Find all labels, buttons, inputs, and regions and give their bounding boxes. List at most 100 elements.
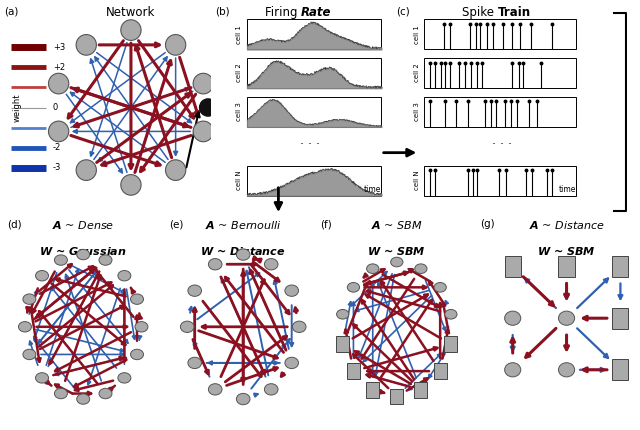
Ellipse shape: [180, 321, 194, 332]
Text: cell 1: cell 1: [236, 25, 242, 44]
Text: (d): (d): [6, 219, 21, 229]
FancyBboxPatch shape: [390, 389, 403, 404]
Ellipse shape: [445, 310, 457, 319]
Ellipse shape: [54, 388, 67, 399]
Ellipse shape: [504, 311, 521, 326]
FancyBboxPatch shape: [414, 382, 428, 398]
Ellipse shape: [559, 311, 575, 326]
Text: $\bfit{W}$ ~ Distance: $\bfit{W}$ ~ Distance: [200, 245, 286, 257]
Text: $\bfit{W}$ ~ SBM: $\bfit{W}$ ~ SBM: [367, 245, 426, 257]
Ellipse shape: [77, 394, 90, 404]
Ellipse shape: [118, 270, 131, 281]
Ellipse shape: [390, 257, 403, 267]
Ellipse shape: [209, 258, 222, 270]
FancyBboxPatch shape: [559, 256, 575, 277]
Ellipse shape: [118, 373, 131, 383]
Text: cell N: cell N: [236, 171, 242, 190]
Text: Network: Network: [106, 6, 156, 19]
Text: -2: -2: [53, 143, 61, 152]
Text: cell 1: cell 1: [413, 25, 420, 44]
Text: 0: 0: [53, 103, 58, 112]
Ellipse shape: [131, 294, 143, 304]
Bar: [247, 166, 381, 196]
Ellipse shape: [36, 270, 49, 281]
Bar: [247, 19, 381, 49]
Ellipse shape: [559, 363, 575, 377]
Ellipse shape: [188, 357, 202, 369]
Text: Firing: Firing: [264, 6, 301, 19]
Ellipse shape: [77, 249, 90, 260]
Ellipse shape: [99, 388, 112, 399]
Ellipse shape: [23, 294, 36, 304]
Text: cell 3: cell 3: [236, 102, 242, 121]
FancyBboxPatch shape: [434, 363, 447, 379]
Circle shape: [49, 73, 68, 94]
Text: Spike: Spike: [462, 6, 498, 19]
Text: · · ·: · · ·: [300, 138, 320, 150]
Circle shape: [76, 34, 97, 55]
Ellipse shape: [264, 384, 278, 395]
Text: · · ·: · · ·: [492, 138, 513, 150]
FancyBboxPatch shape: [612, 359, 628, 381]
Ellipse shape: [236, 393, 250, 405]
Text: cell 2: cell 2: [236, 64, 242, 83]
Text: cell 3: cell 3: [413, 102, 420, 121]
Ellipse shape: [367, 264, 379, 273]
Text: (f): (f): [320, 219, 332, 229]
Bar: [424, 97, 577, 127]
Circle shape: [166, 160, 186, 181]
Text: Train: Train: [498, 6, 531, 19]
Text: +1: +1: [53, 83, 65, 92]
Text: (b): (b): [215, 6, 229, 16]
Circle shape: [121, 175, 141, 195]
Text: cell N: cell N: [413, 171, 420, 190]
Text: (g): (g): [480, 219, 495, 229]
Circle shape: [121, 20, 141, 40]
Circle shape: [76, 160, 97, 181]
Bar: [424, 19, 577, 49]
Ellipse shape: [236, 249, 250, 260]
Text: +2: +2: [53, 63, 65, 72]
Ellipse shape: [54, 255, 67, 265]
Text: -1: -1: [53, 123, 61, 132]
Ellipse shape: [264, 258, 278, 270]
FancyBboxPatch shape: [366, 382, 380, 398]
Ellipse shape: [348, 283, 360, 292]
FancyBboxPatch shape: [347, 363, 360, 379]
Ellipse shape: [285, 285, 298, 296]
FancyBboxPatch shape: [612, 256, 628, 277]
Bar: [247, 97, 381, 127]
Ellipse shape: [36, 373, 49, 383]
Text: $\bfit{A}$ ~ Distance: $\bfit{A}$ ~ Distance: [529, 219, 605, 231]
Ellipse shape: [292, 321, 306, 332]
Ellipse shape: [131, 349, 143, 359]
Bar: [424, 58, 577, 88]
Ellipse shape: [99, 255, 112, 265]
Ellipse shape: [415, 264, 427, 273]
FancyBboxPatch shape: [612, 307, 628, 329]
Text: $\bfit{A}$ ~ Dense: $\bfit{A}$ ~ Dense: [52, 219, 115, 231]
Text: (c): (c): [396, 6, 410, 16]
Ellipse shape: [434, 283, 446, 292]
Ellipse shape: [135, 322, 148, 332]
Bar: [247, 58, 381, 88]
Ellipse shape: [23, 349, 36, 359]
Text: (a): (a): [4, 6, 19, 16]
FancyBboxPatch shape: [336, 336, 349, 352]
Text: $\bfit{A}$ ~ SBM: $\bfit{A}$ ~ SBM: [371, 219, 422, 231]
Circle shape: [200, 99, 216, 116]
Circle shape: [49, 121, 68, 142]
Text: time: time: [559, 184, 577, 194]
Circle shape: [193, 73, 213, 94]
Text: $\bfit{W}$ ~ SBM: $\bfit{W}$ ~ SBM: [537, 245, 596, 257]
Text: +3: +3: [53, 43, 65, 52]
FancyBboxPatch shape: [444, 336, 458, 352]
Text: $\bfit{A}$ ~ Bernoulli: $\bfit{A}$ ~ Bernoulli: [205, 219, 282, 231]
Text: cell 2: cell 2: [413, 64, 420, 83]
Bar: [424, 166, 577, 196]
Ellipse shape: [188, 285, 202, 296]
Ellipse shape: [19, 322, 31, 332]
Text: -3: -3: [53, 163, 61, 172]
Ellipse shape: [209, 384, 222, 395]
Text: Rate: Rate: [301, 6, 332, 19]
